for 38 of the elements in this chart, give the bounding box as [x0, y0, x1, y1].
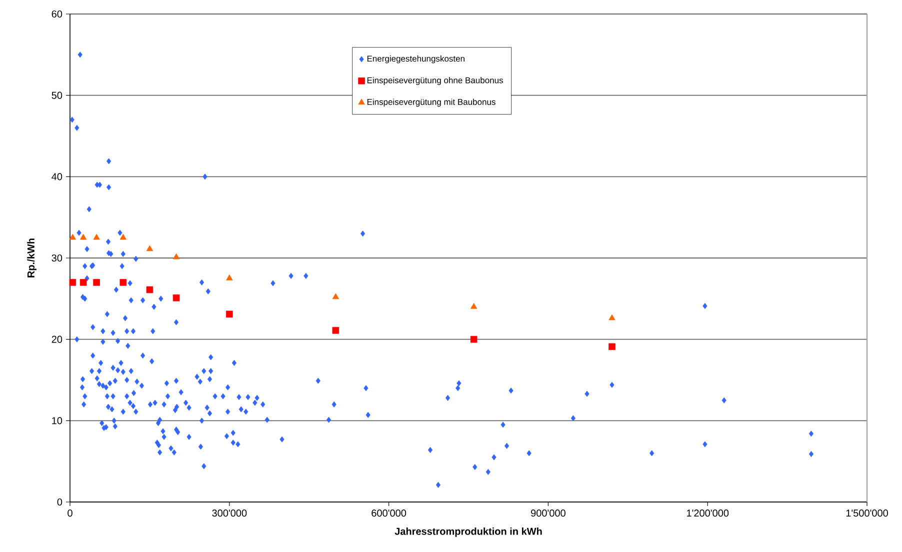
- y-tick-label: 0: [57, 498, 62, 506]
- point: [226, 310, 233, 318]
- legend-label: Einspeisevergütung ohne Baubonus: [367, 77, 503, 85]
- x-axis-title: Jahresstromproduktion in kWh: [394, 528, 542, 537]
- y-tick-label: 60: [52, 10, 62, 18]
- point: [80, 234, 87, 240]
- point: [332, 326, 340, 334]
- y-tick-label: 30: [52, 254, 62, 262]
- point: [172, 253, 180, 260]
- x-tick-label: 0: [68, 510, 72, 517]
- y-tick-label: 40: [52, 173, 62, 180]
- point: [93, 234, 100, 240]
- legend-label: Einspeisevergütung mit Baubonus: [367, 98, 496, 107]
- point: [146, 286, 154, 294]
- x-tick-label: 1'200'000: [687, 510, 729, 517]
- point: [226, 274, 233, 280]
- point: [608, 314, 616, 320]
- y-tick-label: 20: [52, 336, 62, 343]
- point: [470, 336, 478, 343]
- x-tick-label: 300'000: [212, 510, 247, 517]
- point: [69, 234, 76, 240]
- point: [120, 279, 127, 286]
- x-tick-label: 1'500'000: [846, 510, 888, 517]
- legend-label: Energiegestehungskosten: [367, 55, 464, 64]
- point: [120, 234, 126, 240]
- y-tick-label: 50: [52, 92, 62, 99]
- y-tick-label: 10: [52, 417, 62, 424]
- point: [80, 279, 87, 286]
- x-tick-label: 900'000: [531, 510, 566, 517]
- x-tick-label: 600'000: [372, 510, 406, 517]
- point: [93, 279, 100, 286]
- point: [69, 279, 76, 286]
- point: [470, 303, 478, 309]
- y-axis-title: Rp./kWh: [27, 238, 36, 278]
- point: [332, 293, 339, 300]
- point: [172, 294, 180, 302]
- point: [608, 343, 616, 350]
- point: [146, 245, 154, 252]
